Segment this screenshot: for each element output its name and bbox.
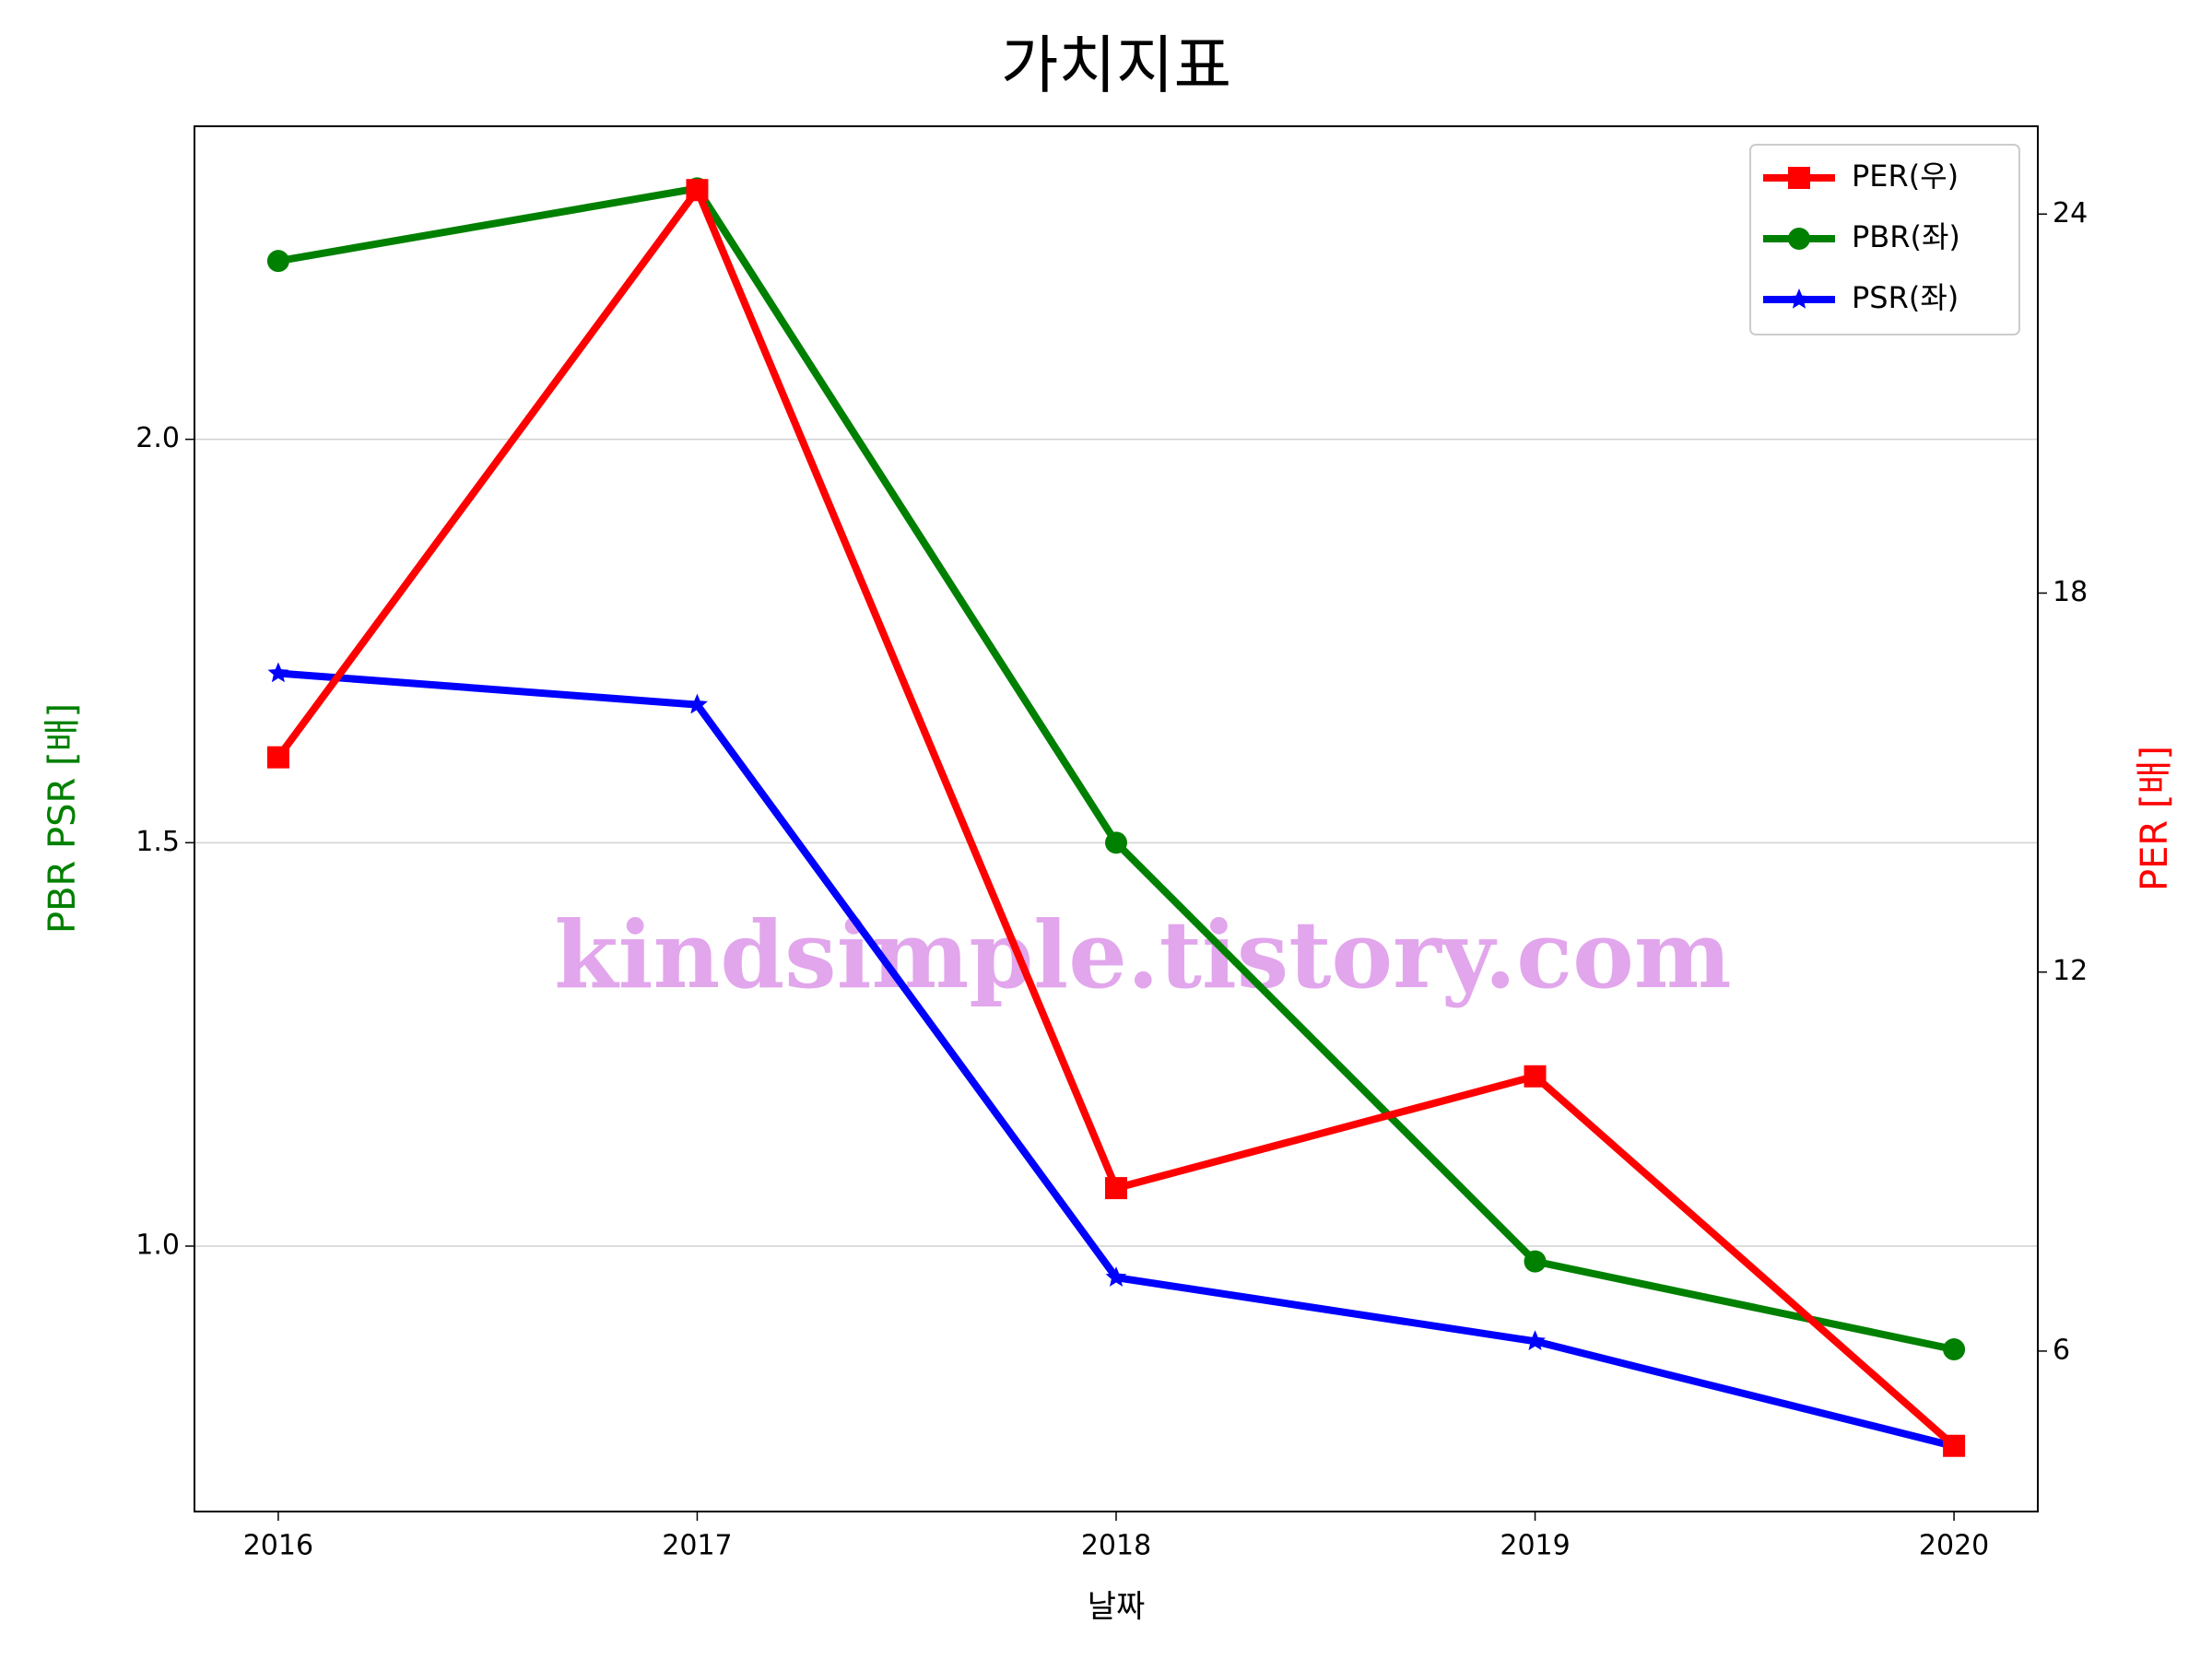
- y2-tick-label: 6: [2053, 1334, 2070, 1366]
- y-axis-label: PBR PSR [배]: [41, 703, 84, 934]
- plot-frame: [194, 125, 2039, 1512]
- y-tick-label: 2.0: [135, 422, 180, 454]
- marker: [1943, 1338, 1966, 1361]
- marker: [1524, 1330, 1546, 1351]
- marker: [1105, 1266, 1127, 1287]
- legend-label: PER(우): [1852, 159, 1959, 194]
- marker: [1105, 831, 1127, 854]
- marker: [266, 746, 289, 769]
- y2-tick-label: 24: [2053, 197, 2088, 229]
- y2-tick-label: 18: [2053, 576, 2088, 608]
- marker: [267, 662, 289, 683]
- marker: [1105, 1177, 1127, 1200]
- marker: [1524, 1065, 1547, 1088]
- marker: [686, 179, 709, 202]
- y2-axis-label: PER [배]: [2134, 746, 2176, 891]
- chart-title: 가치지표: [1001, 30, 1231, 103]
- legend-label: PBR(좌): [1852, 219, 1960, 254]
- marker: [1524, 1250, 1547, 1273]
- y-tick-label: 1.0: [135, 1230, 180, 1262]
- x-tick-label: 2018: [1081, 1530, 1151, 1562]
- legend-marker: [1788, 288, 1810, 309]
- watermark: kindsimple.tistory.com: [554, 900, 1731, 1009]
- x-axis-label: 날짜: [1088, 1589, 1146, 1626]
- legend-box: [1749, 144, 2020, 335]
- x-tick-label: 2017: [662, 1530, 732, 1562]
- x-tick-label: 2019: [1500, 1530, 1570, 1562]
- x-tick-label: 2020: [1919, 1530, 1989, 1562]
- legend-marker: [1788, 228, 1810, 250]
- legend-label: PSR(좌): [1852, 280, 1959, 315]
- legend-marker: [1788, 167, 1810, 189]
- y-tick-label: 1.5: [135, 826, 180, 858]
- marker: [266, 250, 289, 273]
- y2-tick-label: 12: [2053, 955, 2088, 987]
- legend: PER(우) PBR(좌) PSR(좌): [1749, 144, 2020, 335]
- marker: [687, 693, 708, 714]
- x-tick-label: 2016: [243, 1530, 313, 1562]
- marker: [1943, 1434, 1966, 1457]
